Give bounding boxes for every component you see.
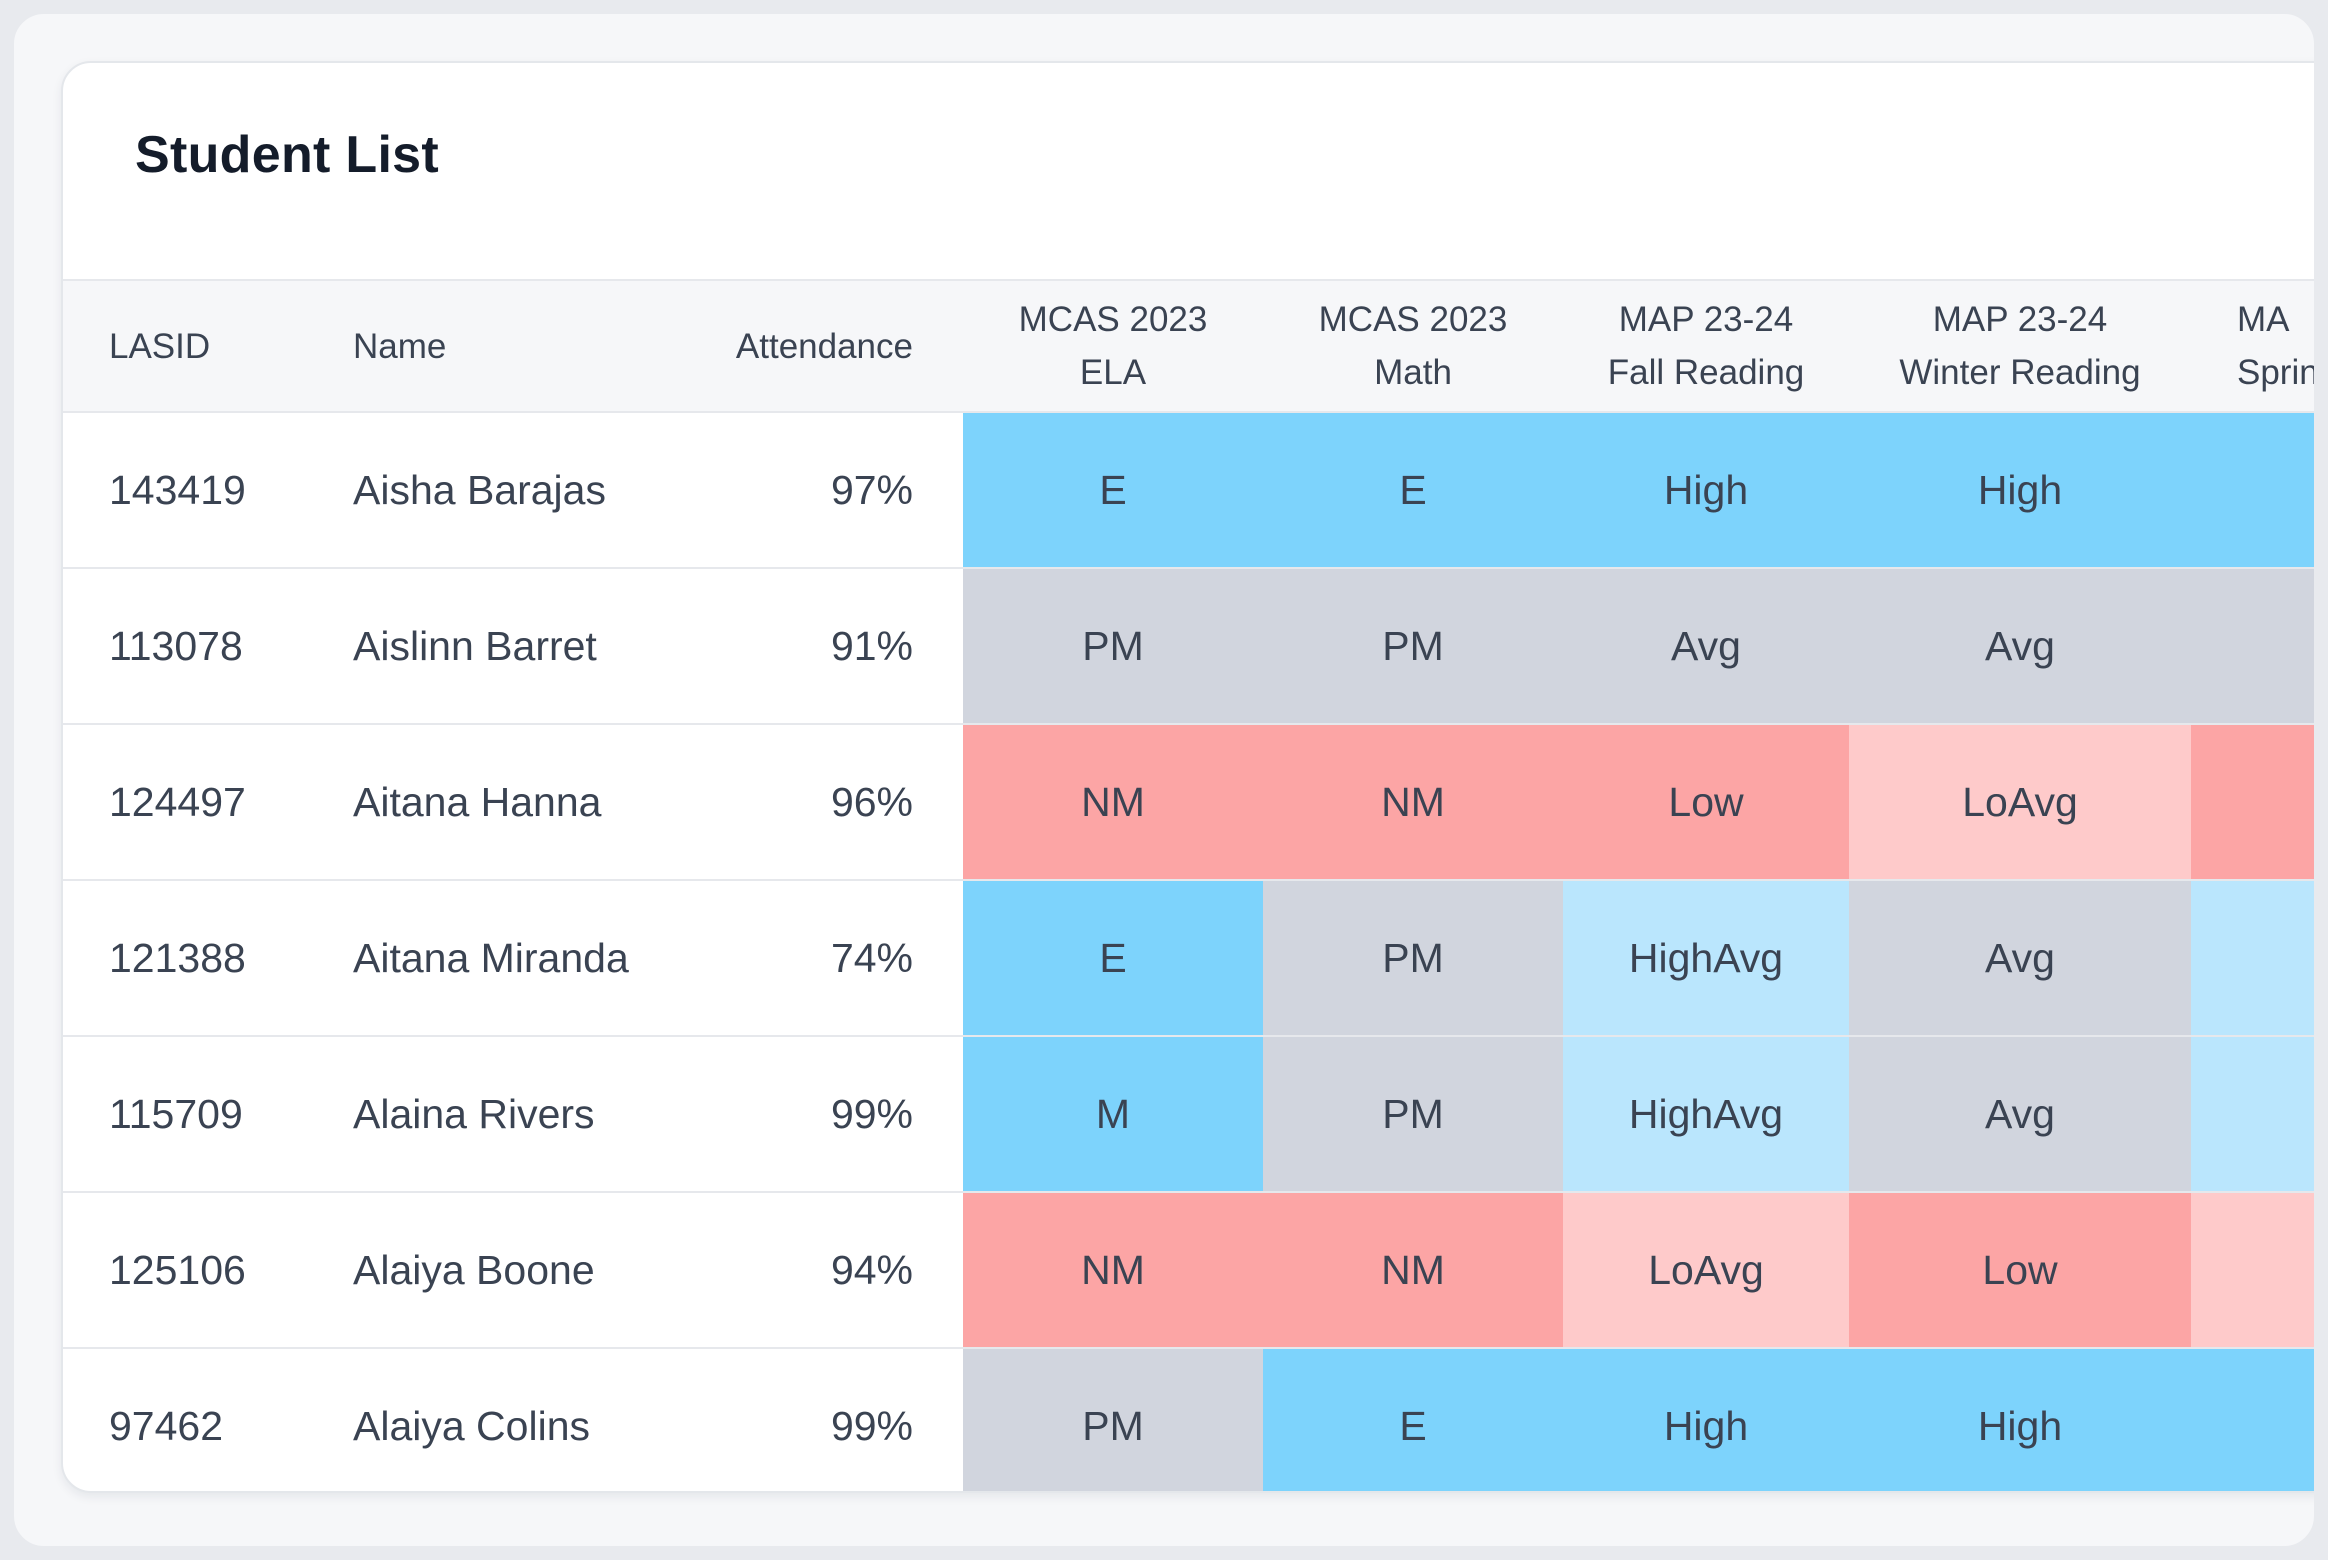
cell-name: Aislinn Barret [307, 568, 647, 725]
cell-map-fall-reading: LoAvg [1563, 1192, 1849, 1349]
cell-mcas-ela: M [963, 1036, 1263, 1193]
cell-map-winter-reading: Avg [1849, 880, 2191, 1037]
cell-mcas-math: NM [1263, 724, 1563, 881]
column-header-lasid[interactable]: LASID [63, 279, 307, 413]
cell-name: Alaina Rivers [307, 1036, 647, 1193]
column-header-map-spring-reading[interactable]: MA Sprin [2191, 279, 2314, 413]
cell-name: Alaiya Colins [307, 1348, 647, 1491]
cell-attendance: 94% [647, 1192, 963, 1349]
cell-mcas-ela: E [963, 412, 1263, 569]
cell-attendance: 99% [647, 1348, 963, 1491]
cell-map-fall-reading: High [1563, 412, 1849, 569]
cell-map-spring-reading [2191, 1036, 2314, 1193]
cell-attendance: 99% [647, 1036, 963, 1193]
cell-map-fall-reading: HighAvg [1563, 1036, 1849, 1193]
column-header-map-fall-reading[interactable]: MAP 23-24 Fall Reading [1563, 279, 1849, 413]
cell-map-winter-reading: Low [1849, 1192, 2191, 1349]
card-title: Student List [135, 126, 440, 184]
cell-map-spring-reading [2191, 568, 2314, 725]
cell-lasid: 143419 [63, 412, 307, 569]
cell-lasid: 97462 [63, 1348, 307, 1491]
cell-name: Aitana Hanna [307, 724, 647, 881]
cell-map-spring-reading [2191, 1348, 2314, 1491]
cell-mcas-math: PM [1263, 880, 1563, 1037]
cell-name: Aisha Barajas [307, 412, 647, 569]
table-row[interactable]: 143419 Aisha Barajas 97% E E High High [63, 412, 2314, 569]
cell-attendance: 96% [647, 724, 963, 881]
table-row[interactable]: 97462 Alaiya Colins 99% PM E High High [63, 1348, 2314, 1491]
cell-attendance: 97% [647, 412, 963, 569]
table-row[interactable]: 124497 Aitana Hanna 96% NM NM Low LoAvg [63, 724, 2314, 881]
column-header-map-winter-reading[interactable]: MAP 23-24 Winter Reading [1849, 279, 2191, 413]
cell-mcas-math: PM [1263, 1036, 1563, 1193]
cell-map-spring-reading [2191, 880, 2314, 1037]
table-row[interactable]: 125106 Alaiya Boone 94% NM NM LoAvg Low [63, 1192, 2314, 1349]
cell-map-winter-reading: High [1849, 1348, 2191, 1491]
table-header-row: LASID Name Attendance MCAS 2023 ELA MCAS… [63, 279, 2314, 413]
cell-mcas-ela: NM [963, 724, 1263, 881]
cell-mcas-math: E [1263, 412, 1563, 569]
cell-lasid: 121388 [63, 880, 307, 1037]
cell-map-winter-reading: Avg [1849, 1036, 2191, 1193]
cell-map-winter-reading: LoAvg [1849, 724, 2191, 881]
cell-name: Aitana Miranda [307, 880, 647, 1037]
student-table: LASID Name Attendance MCAS 2023 ELA MCAS… [63, 279, 2314, 1491]
cell-map-spring-reading [2191, 724, 2314, 881]
cell-lasid: 124497 [63, 724, 307, 881]
cell-map-spring-reading [2191, 412, 2314, 569]
cell-map-fall-reading: Low [1563, 724, 1849, 881]
cell-mcas-ela: NM [963, 1192, 1263, 1349]
cell-attendance: 91% [647, 568, 963, 725]
table-row[interactable]: 115709 Alaina Rivers 99% M PM HighAvg Avg [63, 1036, 2314, 1193]
cell-mcas-math: E [1263, 1348, 1563, 1491]
cell-map-winter-reading: Avg [1849, 568, 2191, 725]
cell-attendance: 74% [647, 880, 963, 1037]
cell-mcas-math: NM [1263, 1192, 1563, 1349]
column-header-mcas-math[interactable]: MCAS 2023 Math [1263, 279, 1563, 413]
cell-lasid: 115709 [63, 1036, 307, 1193]
cell-map-fall-reading: HighAvg [1563, 880, 1849, 1037]
column-header-name[interactable]: Name [307, 279, 647, 413]
cell-mcas-ela: PM [963, 1348, 1263, 1491]
column-header-attendance[interactable]: Attendance [647, 279, 963, 413]
cell-lasid: 113078 [63, 568, 307, 725]
student-list-card: Student List LASID Name Attendance [61, 61, 2314, 1493]
cell-mcas-ela: PM [963, 568, 1263, 725]
table-row[interactable]: 113078 Aislinn Barret 91% PM PM Avg Avg [63, 568, 2314, 725]
table-row[interactable]: 121388 Aitana Miranda 74% E PM HighAvg Avg [63, 880, 2314, 1037]
cell-map-spring-reading [2191, 1192, 2314, 1349]
cell-name: Alaiya Boone [307, 1192, 647, 1349]
column-header-mcas-ela[interactable]: MCAS 2023 ELA [963, 279, 1263, 413]
cell-mcas-math: PM [1263, 568, 1563, 725]
cell-map-winter-reading: High [1849, 412, 2191, 569]
cell-map-fall-reading: Avg [1563, 568, 1849, 725]
cell-map-fall-reading: High [1563, 1348, 1849, 1491]
cell-lasid: 125106 [63, 1192, 307, 1349]
cell-mcas-ela: E [963, 880, 1263, 1037]
